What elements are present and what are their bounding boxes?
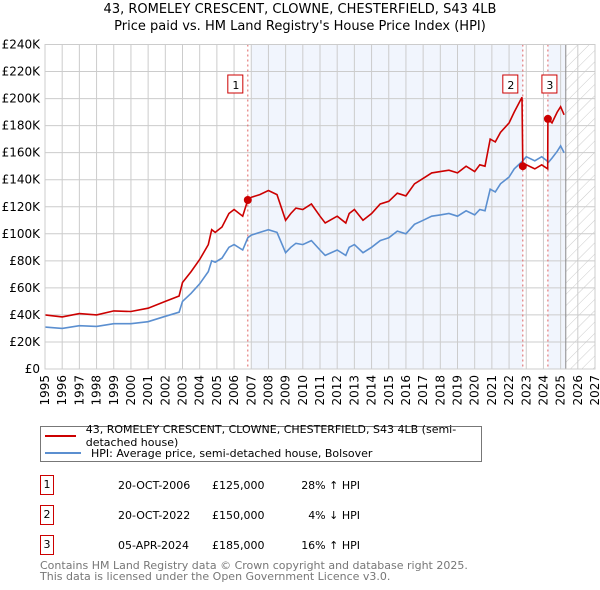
x-tick-label: 2027 [588,375,600,406]
x-tick-label: 2022 [502,375,516,406]
x-tick-label: 2018 [433,375,447,406]
y-tick-label: £140K [2,173,42,187]
x-tick-label: 2016 [399,375,413,406]
x-tick-label: 2002 [158,375,172,406]
sale-label-number: 3 [546,79,553,92]
sale-hpi-diff: 4% ↓ HPI [308,509,360,522]
x-tick-label: 2026 [571,375,585,406]
x-tick-label: 2004 [193,375,207,406]
price-chart: 1995 1996 1997 1998 1999 2000 2001 2002 2003 2004… [2,38,600,406]
sale-price: £185,000 [212,539,265,552]
sale-label-number: 2 [507,79,514,92]
x-tick-label: 2015 [382,375,396,406]
x-tick-label: 2025 [554,375,568,406]
sale-point [543,114,552,123]
chart-title: 43, ROMELEY CRESCENT, CLOWNE, CHESTERFIE… [103,2,497,17]
sale-price: £125,000 [212,479,265,492]
sale-label-number: 1 [232,79,239,92]
x-tick-label: 1996 [55,375,69,406]
x-tick-label: 1998 [90,375,104,406]
x-tick-label: 2019 [451,375,465,406]
x-tick-label: 2010 [296,375,310,406]
sale-date: 20-OCT-2022 [118,509,191,522]
x-tick-label: 2012 [330,375,344,406]
y-tick-label: £60K [9,281,41,295]
sale-marker-badge: 1 [40,475,54,495]
x-tick-label: 2000 [124,375,138,406]
x-tick-label: 2023 [519,375,533,406]
y-tick-label: £120K [2,200,42,214]
sale-price: £150,000 [212,509,265,522]
sale-row: 3 05-APR-2024 £185,000 16% ↑ HPI [40,535,600,555]
x-tick-label: 2020 [468,375,482,406]
x-tick-label: 2024 [536,375,550,406]
y-tick-label: £100K [2,227,42,241]
x-tick-label: 2005 [210,375,224,406]
y-tick-label: £160K [2,146,42,160]
sale-hpi-diff: 16% ↑ HPI [301,539,360,552]
y-tick-label: £80K [9,254,41,268]
y-tick-label: £20K [9,335,41,349]
sale-row: 2 20-OCT-2022 £150,000 4% ↓ HPI [40,505,600,525]
y-tick-label: £240K [2,38,42,52]
sale-row: 1 20-OCT-2006 £125,000 28% ↑ HPI [40,475,600,495]
x-tick-label: 2013 [347,375,361,406]
hpi-line [44,144,565,330]
sale-label-box [541,74,558,94]
x-tick-label: 2003 [176,375,190,406]
footer: Contains HM Land Registry data © Crown c… [40,560,468,582]
x-tick-label: 2009 [279,375,293,406]
sale-marker-badge: 3 [40,535,54,555]
sale-date: 20-OCT-2006 [118,479,191,492]
sale-label-box [502,74,519,94]
y-tick-label: £220K [2,65,42,79]
sale-point [518,162,527,171]
y-tick-label: £180K [2,119,42,133]
y-tick-label: £0 [25,362,40,376]
sale-marker-badge: 2 [40,505,54,525]
x-tick-label: 2014 [365,375,379,406]
sale-label-box [227,74,244,94]
legend-hpi-label: HPI: Average price, semi-detached house,… [91,446,373,460]
x-tick-label: 2008 [261,375,275,406]
legend: 43, ROMELEY CRESCENT, CLOWNE, CHESTERFIE… [40,423,482,462]
property-price-line [44,96,565,318]
y-tick-label: £200K [2,92,42,106]
plot-frame [44,44,596,370]
x-tick-label: 2001 [141,375,155,406]
x-tick-label: 2006 [227,375,241,406]
legend-property-label: 43, ROMELEY CRESCENT, CLOWNE, CHESTERFIE… [85,423,457,449]
sale-date: 05-APR-2024 [118,539,190,552]
x-tick-label: 2011 [313,375,327,406]
x-tick-label: 1999 [107,375,121,406]
x-tick-label: 1997 [72,375,86,406]
legend-hpi-swatch [45,452,81,454]
x-tick-label: 2007 [244,375,258,406]
legend-property-swatch [45,435,76,437]
footer-licence: This data is licensed under the Open Gov… [40,570,391,583]
y-tick-label: £40K [9,308,41,322]
x-tick-label: 2017 [416,375,430,406]
x-tick-label: 1995 [38,375,52,406]
chart-subtitle: Price paid vs. HM Land Registry's House … [114,19,486,34]
footer-copyright: Contains HM Land Registry data © Crown c… [40,559,468,572]
sale-point [243,195,252,204]
sale-hpi-diff: 28% ↑ HPI [301,479,360,492]
x-tick-label: 2021 [485,375,499,406]
